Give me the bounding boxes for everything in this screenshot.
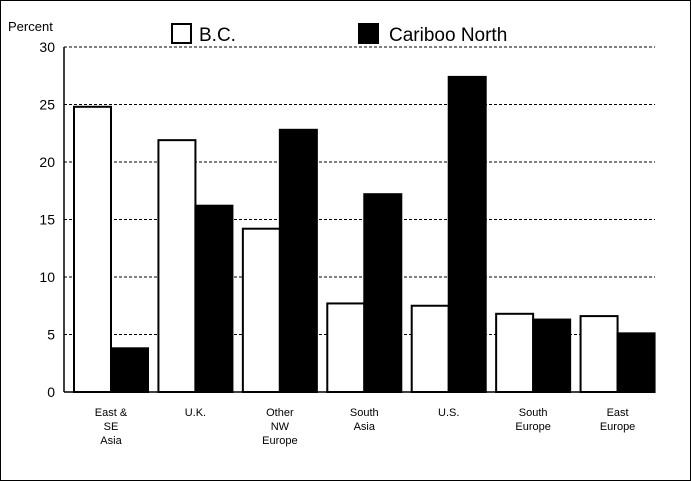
category-label: South <box>350 407 379 419</box>
category-label: Other <box>266 407 294 419</box>
legend-label: Cariboo North <box>389 25 507 46</box>
bar-bc <box>410 304 450 393</box>
y-tick-label: 5 <box>47 327 55 343</box>
y-tick-label: 20 <box>39 154 55 170</box>
legend-swatch <box>358 23 379 44</box>
axes <box>63 47 655 393</box>
category-label: Asia <box>354 421 376 433</box>
category-label: South <box>519 407 548 419</box>
category-label: Europe <box>600 421 635 433</box>
category-label: Asia <box>100 435 122 447</box>
category-label: Europe <box>262 435 297 447</box>
bar-cariboo-north <box>363 193 403 393</box>
category-label: SE <box>104 421 119 433</box>
category-label: East & <box>95 407 128 419</box>
category-label: U.K. <box>185 407 206 419</box>
y-tick-label: 0 <box>47 384 55 400</box>
legend-label: B.C. <box>199 25 236 46</box>
y-tick-label: 30 <box>39 39 55 55</box>
category-label: East <box>607 407 629 419</box>
bars <box>73 75 656 394</box>
legend-swatch <box>171 23 192 44</box>
bar-cariboo-north <box>447 75 487 394</box>
bar-bc <box>579 315 619 394</box>
bar-cariboo-north <box>616 332 656 394</box>
y-tick-label: 15 <box>39 212 55 228</box>
y-axis-title: Percent <box>8 19 53 34</box>
bar-bc <box>73 105 112 394</box>
grid-lines <box>64 46 655 335</box>
category-labels: East & SE Asia U.K. Other NW Europe South Asia U.… <box>95 407 636 447</box>
y-ticks: 0 5 10 15 20 25 30 <box>39 39 55 400</box>
bar-cariboo-north <box>278 128 318 394</box>
bar-bc <box>326 302 366 394</box>
y-tick-label: 10 <box>39 269 55 285</box>
bar-bc <box>495 312 535 393</box>
legend: B.C. Cariboo North <box>171 23 507 46</box>
category-label: Europe <box>515 421 550 433</box>
bar-cariboo-north <box>194 204 234 393</box>
y-tick-label: 25 <box>39 97 55 113</box>
bar-bc <box>157 139 197 393</box>
category-label: U.S. <box>438 407 459 419</box>
bar-cariboo-north <box>110 347 149 393</box>
bar-bc <box>241 227 281 393</box>
category-label: NW <box>271 421 290 433</box>
bar-cariboo-north <box>532 318 572 393</box>
